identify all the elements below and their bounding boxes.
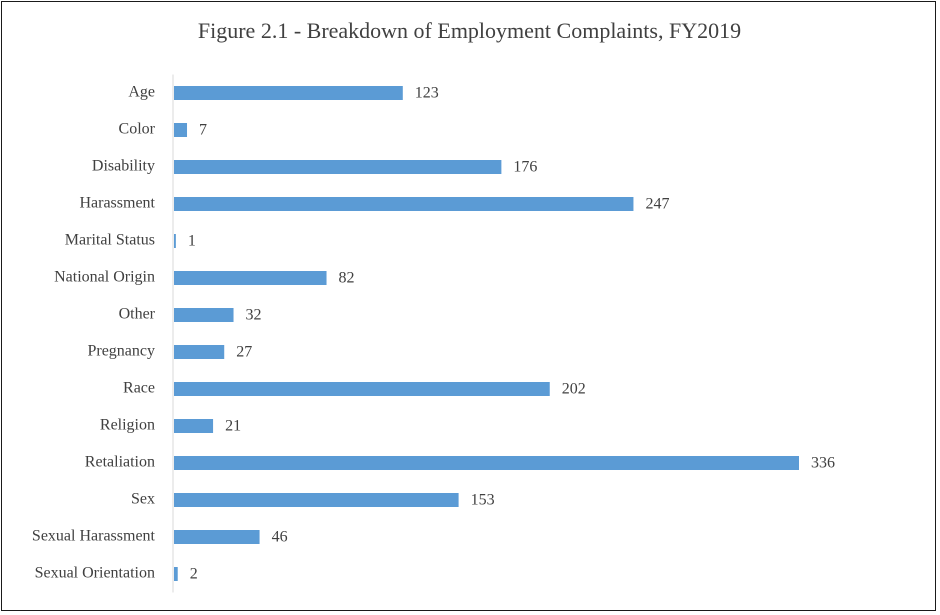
data-label: 2 [190, 566, 198, 583]
category-label: Religion [100, 417, 155, 434]
data-label: 46 [272, 529, 288, 546]
data-label: 336 [811, 455, 835, 472]
data-label: 32 [246, 307, 262, 324]
data-label: 21 [225, 418, 241, 435]
bar [174, 419, 214, 433]
category-label: Sex [131, 491, 155, 508]
category-label: Retaliation [85, 454, 155, 471]
data-label: 176 [513, 159, 537, 176]
category-label: Disability [92, 158, 155, 175]
category-label: Age [128, 84, 155, 101]
bar [174, 197, 634, 211]
bar [174, 530, 260, 544]
data-label: 7 [199, 122, 207, 139]
data-label: 247 [645, 196, 669, 213]
bar [174, 86, 403, 100]
bar [174, 308, 234, 322]
category-label: Color [119, 121, 156, 138]
bar [174, 160, 502, 174]
bar [174, 382, 550, 396]
bar [174, 456, 799, 470]
bar [174, 345, 225, 359]
bar [174, 493, 459, 507]
category-label: Other [119, 306, 156, 323]
data-label: 1 [188, 233, 196, 250]
category-label: Pregnancy [87, 343, 155, 360]
bar [174, 567, 178, 581]
bar [174, 271, 327, 285]
category-label: Marital Status [65, 232, 155, 249]
category-label: Sexual Orientation [35, 565, 155, 582]
data-label: 153 [471, 492, 495, 509]
chart-title: Figure 2.1 - Breakdown of Employment Com… [197, 18, 742, 43]
category-label: Harassment [79, 195, 155, 212]
category-label: Sexual Harassment [32, 528, 156, 545]
data-label: 202 [562, 381, 586, 398]
data-label: 27 [236, 344, 252, 361]
data-label: 123 [415, 85, 439, 102]
data-label: 82 [339, 270, 355, 287]
category-label: National Origin [54, 269, 155, 286]
bar [174, 123, 188, 137]
bar [174, 234, 176, 248]
category-label: Race [123, 380, 155, 397]
